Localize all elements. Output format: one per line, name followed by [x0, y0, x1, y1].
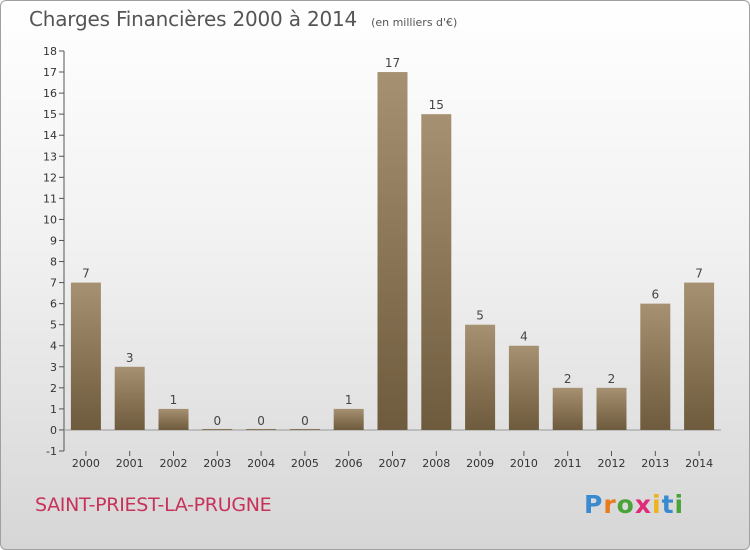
y-tick-label: 10: [43, 213, 57, 226]
bar: [421, 114, 452, 430]
y-tick-label: -1: [46, 445, 57, 458]
data-label: 7: [695, 267, 703, 281]
data-label: 2: [608, 372, 616, 386]
logo-letter: i: [674, 490, 685, 519]
bar: [246, 428, 277, 430]
data-label: 0: [213, 414, 221, 428]
y-tick-label: 14: [43, 129, 57, 142]
logo-letter: P: [584, 490, 604, 519]
y-tick-label: 6: [50, 298, 57, 311]
y-tick-label: 0: [50, 424, 57, 437]
bar: [333, 408, 364, 430]
bar: [596, 387, 627, 430]
x-tick-label: 2014: [685, 457, 713, 470]
x-tick-label: 2003: [203, 457, 231, 470]
data-label: 7: [82, 267, 90, 281]
logo-letter: r: [603, 490, 617, 519]
bar: [508, 345, 539, 430]
bar: [202, 428, 233, 430]
x-tick-label: 2001: [116, 457, 144, 470]
chart-title-block: Charges Financières 2000 à 2014 (en milli…: [29, 7, 457, 31]
x-tick-label: 2013: [641, 457, 669, 470]
data-label: 6: [651, 288, 659, 302]
x-tick-label: 2005: [291, 457, 319, 470]
data-label: 1: [345, 393, 353, 407]
y-tick-label: 18: [43, 45, 57, 58]
y-tick-label: 4: [50, 340, 57, 353]
data-label: 3: [126, 351, 134, 365]
bar: [465, 324, 496, 430]
bar: [684, 282, 715, 430]
y-tick-label: 11: [43, 192, 57, 205]
logo-letter: x: [634, 490, 652, 519]
data-label: 1: [170, 393, 178, 407]
y-tick-label: 16: [43, 87, 57, 100]
y-tick-label: 1: [50, 403, 57, 416]
y-tick-label: 12: [43, 171, 57, 184]
x-tick-label: 2009: [466, 457, 494, 470]
proxiti-logo: Proxiti: [584, 490, 684, 519]
x-tick-label: 2002: [160, 457, 188, 470]
data-label: 17: [385, 56, 400, 70]
x-tick-label: 2010: [510, 457, 538, 470]
data-label: 0: [257, 414, 265, 428]
logo-letter: o: [616, 490, 635, 519]
y-tick-label: 17: [43, 66, 57, 79]
data-label: 0: [301, 414, 309, 428]
x-tick-label: 2004: [247, 457, 275, 470]
x-tick-label: 2006: [335, 457, 363, 470]
y-tick-label: 3: [50, 361, 57, 374]
bar: [70, 282, 101, 430]
y-tick-label: 9: [50, 234, 57, 247]
y-tick-label: 15: [43, 108, 57, 121]
bar: [377, 72, 408, 430]
x-tick-label: 2012: [598, 457, 626, 470]
y-tick-label: 5: [50, 319, 57, 332]
y-tick-label: 7: [50, 277, 57, 290]
y-tick-label: 8: [50, 256, 57, 269]
logo-letter: i: [652, 490, 662, 519]
bar: [552, 387, 583, 430]
bar: [640, 303, 671, 430]
y-tick-label: 13: [43, 150, 57, 163]
x-tick-label: 2000: [72, 457, 100, 470]
x-tick-label: 2008: [422, 457, 450, 470]
bar: [289, 428, 320, 430]
data-label: 5: [476, 309, 484, 323]
chart-subtitle: (en milliers d'€): [371, 16, 458, 29]
logo-letter: t: [661, 490, 675, 519]
x-tick-label: 2007: [379, 457, 407, 470]
chart-title: Charges Financières 2000 à 2014: [29, 7, 358, 31]
y-tick-label: 2: [50, 382, 57, 395]
bar: [114, 366, 145, 430]
data-label: 2: [564, 372, 572, 386]
data-label: 15: [429, 98, 444, 112]
commune-name: SAINT-PRIEST-LA-PRUGNE: [35, 494, 272, 516]
bar: [158, 408, 189, 430]
data-label: 4: [520, 330, 528, 344]
x-tick-label: 2011: [554, 457, 582, 470]
